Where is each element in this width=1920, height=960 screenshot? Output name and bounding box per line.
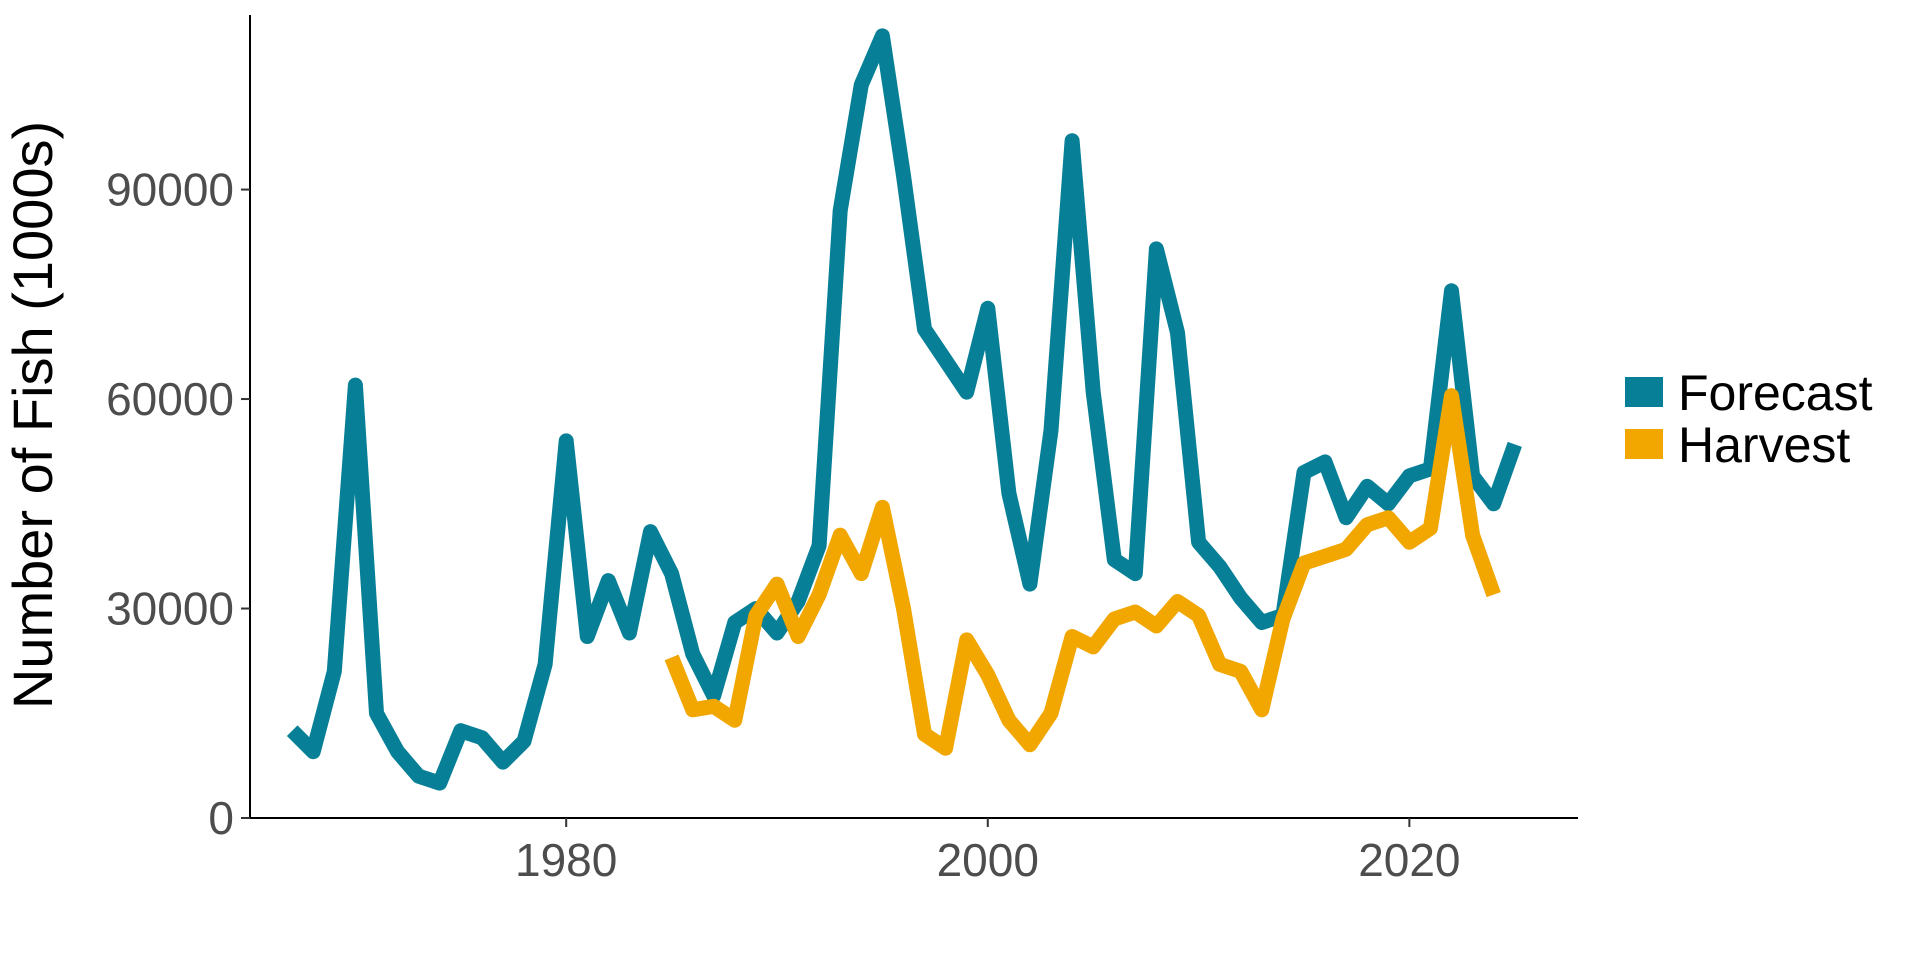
y-tick-label: 30000: [106, 583, 234, 635]
x-tick-label: 2020: [1358, 834, 1460, 886]
legend-label-forecast: Forecast: [1678, 365, 1873, 421]
y-tick-label: 60000: [106, 373, 234, 425]
plot-series-group: [286, 28, 1522, 791]
legend-swatch-forecast: [1625, 377, 1663, 407]
y-axis-title: Number of Fish (1000s): [1, 121, 64, 709]
series-line-harvest: [664, 388, 1501, 756]
series-line-forecast: [286, 28, 1522, 791]
y-axis-ticks: 0 30000 60000 90000: [106, 164, 250, 844]
y-tick-label: 90000: [106, 164, 234, 216]
legend-label-harvest: Harvest: [1678, 417, 1850, 473]
x-tick-label: 2000: [937, 834, 1039, 886]
legend-swatch-harvest: [1625, 429, 1663, 459]
x-tick-label: 1980: [515, 834, 617, 886]
x-axis-ticks: 1980 2000 2020: [515, 818, 1461, 886]
y-tick-label: 0: [208, 792, 234, 844]
